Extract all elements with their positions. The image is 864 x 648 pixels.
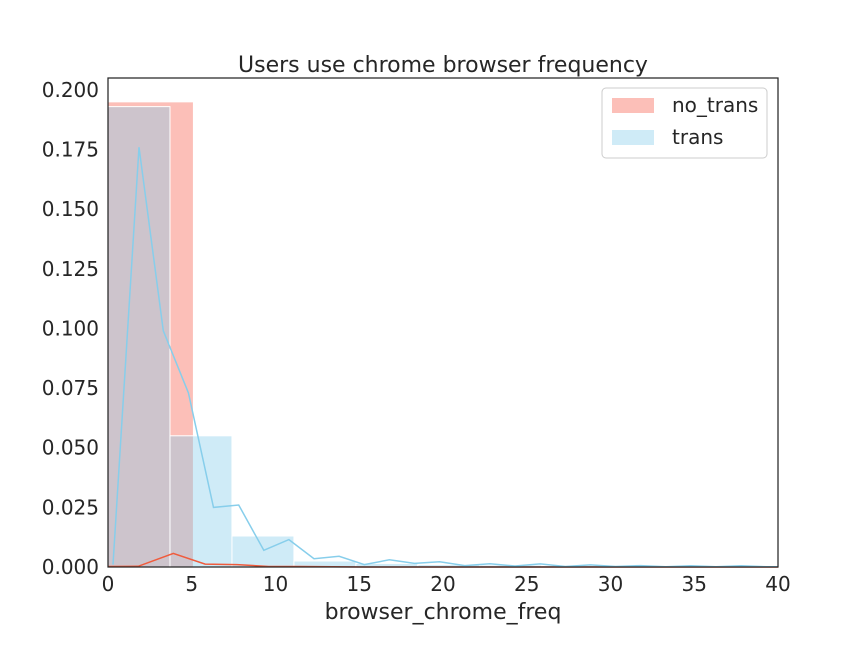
y-tick-label: 0.050 — [42, 436, 99, 460]
y-tick-label: 0.150 — [42, 197, 99, 221]
x-tick-label: 20 — [430, 572, 455, 596]
y-tick-label: 0.075 — [42, 376, 99, 400]
no_trans-bar-0 — [107, 101, 194, 568]
no_trans-legend-label: no_trans — [672, 93, 758, 117]
y-axis-ticks: 0.000 0.025 0.050 0.075 0.100 0.125 0.150 0.175… — [42, 78, 99, 579]
x-tick-label: 10 — [263, 572, 288, 596]
x-tick-label: 30 — [598, 572, 623, 596]
trans-bar-1 — [169, 435, 233, 568]
y-tick-label: 0.200 — [42, 78, 99, 102]
x-tick-label: 25 — [514, 572, 539, 596]
x-tick-label: 35 — [682, 572, 707, 596]
y-tick-label: 0.125 — [42, 257, 99, 281]
y-tick-label: 0.025 — [42, 495, 99, 519]
x-axis-ticks: 0 5 10 15 20 25 30 35 40 — [102, 572, 791, 596]
y-tick-label: 0.100 — [42, 316, 99, 340]
no_trans-legend-swatch — [612, 98, 654, 113]
x-tick-label: 15 — [347, 572, 372, 596]
y-tick-label: 0.000 — [42, 555, 99, 579]
plot-frame — [107, 77, 779, 568]
trans-kde-line — [112, 147, 778, 568]
x-tick-label: 5 — [185, 572, 198, 596]
histogram-bars — [107, 101, 779, 568]
trans-legend-swatch — [612, 130, 654, 145]
x-axis-label: browser_chrome_freq — [325, 600, 562, 625]
trans-legend-label: trans — [672, 125, 723, 149]
x-tick-label: 40 — [765, 572, 790, 596]
y-tick-label: 0.175 — [42, 138, 99, 162]
x-tick-label: 0 — [102, 572, 115, 596]
chart-title: Users use chrome browser frequency — [238, 53, 648, 78]
